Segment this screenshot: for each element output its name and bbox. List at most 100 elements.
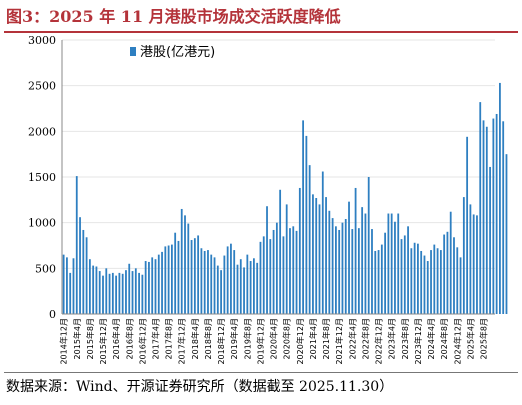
bar-2024-11 <box>453 237 455 314</box>
x-tick-label: 2018年8月 <box>203 318 213 359</box>
x-tick-label: 2020年8月 <box>282 318 292 359</box>
bar-2016-01 <box>105 268 108 314</box>
bar-2022-03 <box>348 201 350 314</box>
bar-undefined <box>495 113 498 314</box>
bar-2025-07 <box>479 102 482 314</box>
bar-2016-09 <box>131 271 134 314</box>
bar-2018-10 <box>213 257 216 314</box>
bar-2019-02 <box>226 246 229 314</box>
bar-2015-07 <box>85 237 88 314</box>
bar-2021-06 <box>318 204 321 314</box>
bar-2017-07 <box>164 246 167 314</box>
bar-2019-07 <box>243 267 245 314</box>
bar-2022-08 <box>364 213 367 314</box>
bar-2025-05 <box>472 214 475 314</box>
x-tick-label: 2021年12月 <box>334 318 344 365</box>
x-tick-label: 2025年8月 <box>479 318 489 359</box>
x-tick-label: 2021年4月 <box>308 318 318 359</box>
x-tick-label: 2019年12月 <box>255 318 265 365</box>
bar-2022-10 <box>371 229 373 314</box>
x-tick-labels: 2014年12月 2015年4月 2015年8月 2015年12月 2016年4月 201… <box>59 318 489 365</box>
bar-2024-06 <box>436 248 439 314</box>
x-tick-label: 2016年4月 <box>111 318 121 359</box>
bar-2025-01 <box>459 257 462 314</box>
bar-2017-11 <box>177 240 180 314</box>
bar-2015-09 <box>92 265 95 314</box>
x-tick-label: 2016年8月 <box>124 318 134 359</box>
bar-2020-10 <box>292 226 295 314</box>
bar-2023-08 <box>403 235 406 314</box>
bar-2021-11 <box>335 226 337 314</box>
bar-2025-11 <box>492 118 495 314</box>
bar-2024-05 <box>433 244 436 314</box>
bar-2022-02 <box>344 219 347 314</box>
bar-2025-03 <box>466 136 469 314</box>
bar-2020-11 <box>295 230 298 314</box>
bar-2018-02 <box>187 223 190 314</box>
bar-2020-01 <box>262 236 265 314</box>
bar-2022-01 <box>341 222 344 314</box>
x-tick-label: 2017年4月 <box>150 318 160 359</box>
legend-swatch <box>130 47 136 56</box>
bar-2023-01 <box>380 244 383 314</box>
bar-2020-02 <box>266 206 268 314</box>
bar-2024-02 <box>423 255 426 314</box>
bar-2018-11 <box>216 265 219 314</box>
y-tick-label: 2500 <box>28 80 56 93</box>
y-tick-label: 500 <box>35 262 56 275</box>
bar-2015-05 <box>79 217 81 314</box>
bar-2021-01 <box>302 120 304 315</box>
bar-2025-02 <box>462 197 465 314</box>
figure-title: 图3：2025 年 11 月港股市场成交活跃度降低 <box>6 7 341 26</box>
bar-2021-08 <box>325 197 327 314</box>
bar-2021-04 <box>312 194 314 314</box>
bar-2023-10 <box>410 248 413 314</box>
bar-2020-08 <box>285 204 288 314</box>
bar-2025-08 <box>482 120 485 315</box>
bar-2020-12 <box>298 187 301 314</box>
bar-2021-12 <box>338 229 341 314</box>
bar-2019-11 <box>256 262 259 314</box>
bar-2014-12 <box>62 254 65 314</box>
x-tick-label: 2014年12月 <box>59 318 69 365</box>
bar-2017-08 <box>167 245 170 314</box>
bar-2016-02 <box>108 273 111 314</box>
bar-2019-04 <box>233 250 236 314</box>
bar-undefined <box>505 154 508 314</box>
bar-2020-06 <box>279 189 282 314</box>
bar-2023-09 <box>407 226 409 314</box>
source-note: 数据来源：Wind、开源证券研究所（数据截至 2025.11.30） <box>6 379 394 395</box>
x-tick-label: 2023年8月 <box>400 318 410 359</box>
y-tick-label: 1500 <box>28 171 56 184</box>
bar-2018-04 <box>193 238 196 314</box>
bar-2017-01 <box>144 261 147 314</box>
source-divider <box>4 372 518 373</box>
bar-2018-03 <box>190 240 193 314</box>
legend-label: 港股(亿港元) <box>140 45 215 60</box>
bar-2021-05 <box>315 198 318 314</box>
bar-2018-12 <box>220 270 222 314</box>
x-tick-label: 2019年4月 <box>229 318 239 359</box>
chart-bars <box>62 82 508 315</box>
bar-2023-04 <box>390 213 393 314</box>
x-tick-label: 2020年12月 <box>295 318 305 365</box>
bar-2020-04 <box>272 229 275 314</box>
title-underline <box>4 31 518 33</box>
bar-2023-03 <box>387 213 390 314</box>
bar-2017-10 <box>174 232 177 314</box>
bar-2022-06 <box>357 228 360 314</box>
bar-2015-11 <box>98 271 101 314</box>
y-tick-label: 3000 <box>28 34 56 47</box>
bar-2019-06 <box>239 259 242 314</box>
bar-2016-07 <box>125 270 127 314</box>
x-tick-label: 2022年12月 <box>374 318 384 365</box>
x-tick-label: 2020年4月 <box>269 318 279 359</box>
bar-2015-04 <box>75 176 78 314</box>
bar-2016-08 <box>128 263 131 314</box>
bar-2024-12 <box>456 247 459 314</box>
bar-2023-02 <box>384 232 387 314</box>
bar-chart: 0 500 1000 1500 2000 2500 3000 2014年12月 2015年4月… <box>28 34 508 365</box>
y-tick-label: 2000 <box>28 125 56 138</box>
y-tick-labels: 0 500 1000 1500 2000 2500 3000 <box>28 34 56 321</box>
x-tick-label: 2023年12月 <box>413 318 423 365</box>
